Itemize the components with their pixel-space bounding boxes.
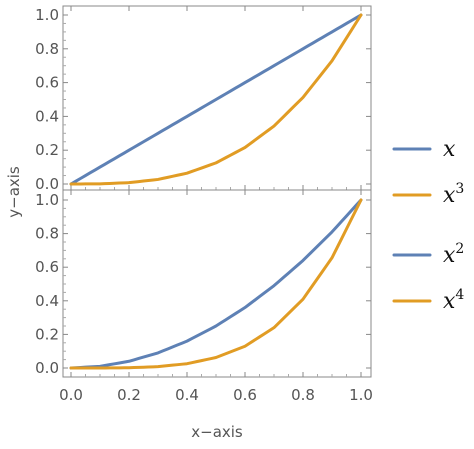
y-tick-label: 1.0 — [35, 6, 59, 24]
legend-item: x4 — [392, 287, 464, 314]
y-tick-label: 0.8 — [35, 225, 59, 243]
y-tick-label: 0.2 — [35, 141, 59, 159]
legend-item: x2 — [392, 241, 464, 268]
legend: x x3 x2 x4 — [392, 137, 464, 314]
x-tick-label: 0.2 — [117, 386, 141, 404]
x-tick-label: 0.6 — [233, 386, 257, 404]
x-tick-label: 0.0 — [59, 386, 83, 404]
series-line-x — [69, 13, 363, 186]
legend-item: x3 — [392, 181, 464, 208]
x-axis-label: x−axis — [191, 423, 243, 441]
legend-label: x — [443, 137, 456, 162]
y-tick-label: 0.0 — [35, 359, 59, 377]
y-tick-label: 0.6 — [35, 74, 59, 92]
y-tick-label: 1.0 — [35, 191, 59, 209]
legend-label: x3 — [443, 181, 464, 208]
x-tick-label: 0.4 — [175, 386, 199, 404]
series-line-x2 — [69, 198, 363, 370]
y-tick-label: 0.6 — [35, 258, 59, 276]
series-line-x3 — [69, 13, 363, 186]
panel-bottom: 0.0 0.2 0.4 0.6 0.8 1.0 0.0 0.2 0.4 0.6 0.8 1.0 x−ax… — [35, 189, 373, 441]
series-line-x4 — [69, 198, 363, 370]
y-axis-label: y−axis — [5, 166, 23, 218]
y-tick-label: 0.8 — [35, 40, 59, 58]
panel-top: 0.0 0.2 0.4 0.6 0.8 1.0 — [35, 5, 372, 193]
y-tick-label: 0.4 — [35, 107, 59, 125]
y-tick-label: 0.4 — [35, 292, 59, 310]
y-tick-label: 0.2 — [35, 325, 59, 343]
plot-frame — [62, 189, 372, 378]
legend-item: x — [392, 137, 456, 162]
x-tick-label: 1.0 — [349, 386, 373, 404]
legend-label: x4 — [443, 287, 464, 314]
x-tick-label: 0.8 — [291, 386, 315, 404]
y-tick-label: 0.0 — [35, 175, 59, 193]
legend-label: x2 — [443, 241, 464, 268]
